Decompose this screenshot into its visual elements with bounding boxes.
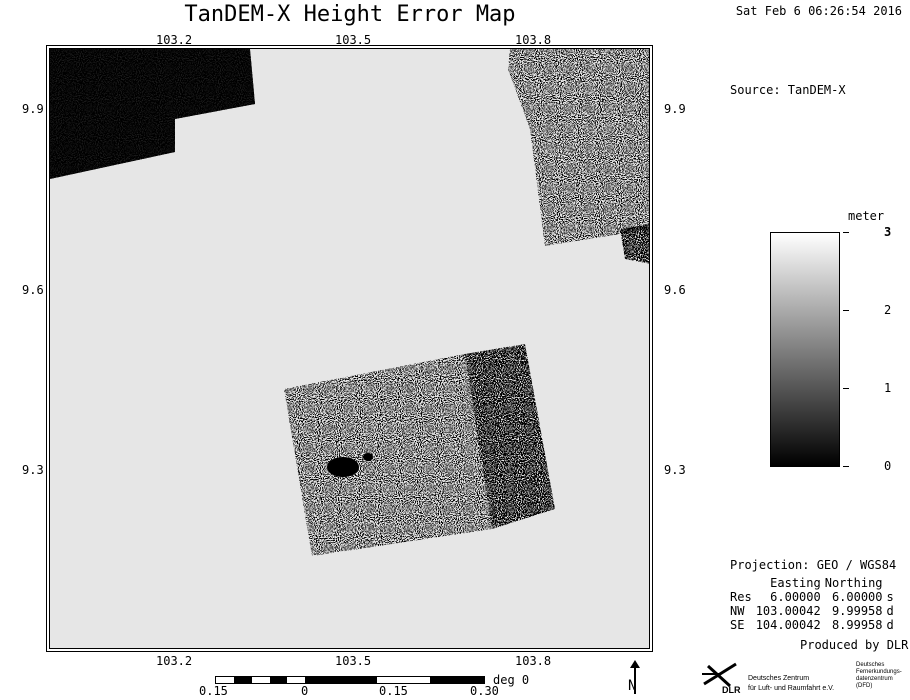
colorbar-label-2: 2 [884, 303, 892, 317]
row-label: NW [730, 604, 745, 618]
north-label: N [628, 678, 636, 694]
row-easting: 103.00042 [755, 604, 821, 618]
north-arrow-icon: N [628, 660, 640, 694]
scale-unit: deg 0 [493, 673, 530, 687]
row-unit: s [886, 590, 894, 604]
x-tick-top-2: 103.5 [335, 33, 372, 47]
row-unit: d [886, 604, 894, 618]
x-tick-top-3: 103.8 [515, 33, 552, 47]
height-error-raster [50, 49, 649, 648]
dfd-line4: (DFD) [856, 683, 873, 689]
row-northing: 6.00000 [831, 590, 883, 604]
y-tick-right-1: 9.9 [664, 102, 686, 116]
dark-blob [327, 457, 359, 477]
table-header-northing: Northing [824, 576, 883, 590]
table-row: NW 103.00042 9.99958 d [730, 604, 898, 618]
colorbar-label-1: 1 [884, 381, 892, 395]
scale-bar [215, 676, 485, 684]
projection-label: Projection: GEO / WGS84 [730, 558, 897, 572]
scale-label-mid: 0.15 [379, 684, 408, 698]
scale-label-right: 0.30 [470, 684, 499, 698]
producer-label: Produced by DLR [800, 638, 909, 652]
scale-label-left: 0.15 [199, 684, 228, 698]
map-frame [46, 45, 653, 652]
table-row: Res 6.00000 6.00000 s [730, 590, 898, 604]
row-easting: 6.00000 [770, 590, 821, 604]
colorbar-label-3: 3 [884, 225, 892, 239]
source-label: Source: TanDEM-X [730, 83, 846, 97]
timestamp: Sat Feb 6 06:26:54 2016 [735, 4, 902, 18]
dlr-name: DLR [722, 685, 741, 695]
table-header-cell [730, 576, 756, 590]
row-unit: d [886, 618, 894, 632]
resolution-table: Easting Northing Res 6.00000 6.00000 s N… [730, 576, 898, 632]
y-tick-left-1: 9.9 [22, 102, 44, 116]
row-label: SE [730, 618, 745, 632]
tile-northeast-edge [620, 224, 649, 264]
colorbar-tick [843, 388, 849, 389]
map-area[interactable] [49, 48, 650, 649]
colorbar-label-0: 0 [884, 459, 892, 473]
colorbar-tick [843, 310, 849, 311]
row-label: Res [730, 590, 752, 604]
table-row: SE 104.00042 8.99958 d [730, 618, 898, 632]
table-header: Easting Northing [730, 576, 898, 590]
scale-label-zero: 0 [301, 684, 309, 698]
table-header-cell [887, 576, 898, 590]
dlr-emblem-icon [702, 662, 737, 688]
dlr-line2: für Luft- und Raumfahrt e.V. [748, 685, 835, 692]
colorbar [770, 232, 840, 467]
colorbar-tick [843, 466, 849, 467]
x-tick-bottom-1: 103.2 [156, 654, 193, 668]
y-tick-left-3: 9.3 [22, 463, 44, 477]
dfd-line3: datenzentrum [856, 676, 893, 682]
row-northing: 8.99958 [831, 618, 883, 632]
y-tick-left-2: 9.6 [22, 283, 44, 297]
dark-spot [363, 453, 373, 461]
row-northing: 9.99958 [831, 604, 883, 618]
colorbar-unit: meter [848, 209, 885, 223]
y-tick-right-2: 9.6 [664, 283, 686, 297]
map-title: TanDEM-X Height Error Map [184, 2, 516, 27]
x-tick-bottom-3: 103.8 [515, 654, 552, 668]
x-tick-bottom-2: 103.5 [335, 654, 372, 668]
colorbar-tick [843, 232, 849, 233]
tile-central [284, 354, 492, 556]
table-header-easting: Easting [770, 576, 821, 590]
x-tick-top-1: 103.2 [156, 33, 193, 47]
dfd-line2: Fernerkundungs- [856, 669, 902, 675]
y-tick-right-3: 9.3 [664, 463, 686, 477]
dlr-logo: DLR Deutsches Zentrum für Luft- und Raum… [700, 658, 905, 698]
row-easting: 104.00042 [755, 618, 821, 632]
dfd-line1: Deutsches [856, 662, 885, 668]
dlr-line1: Deutsches Zentrum [748, 675, 810, 682]
